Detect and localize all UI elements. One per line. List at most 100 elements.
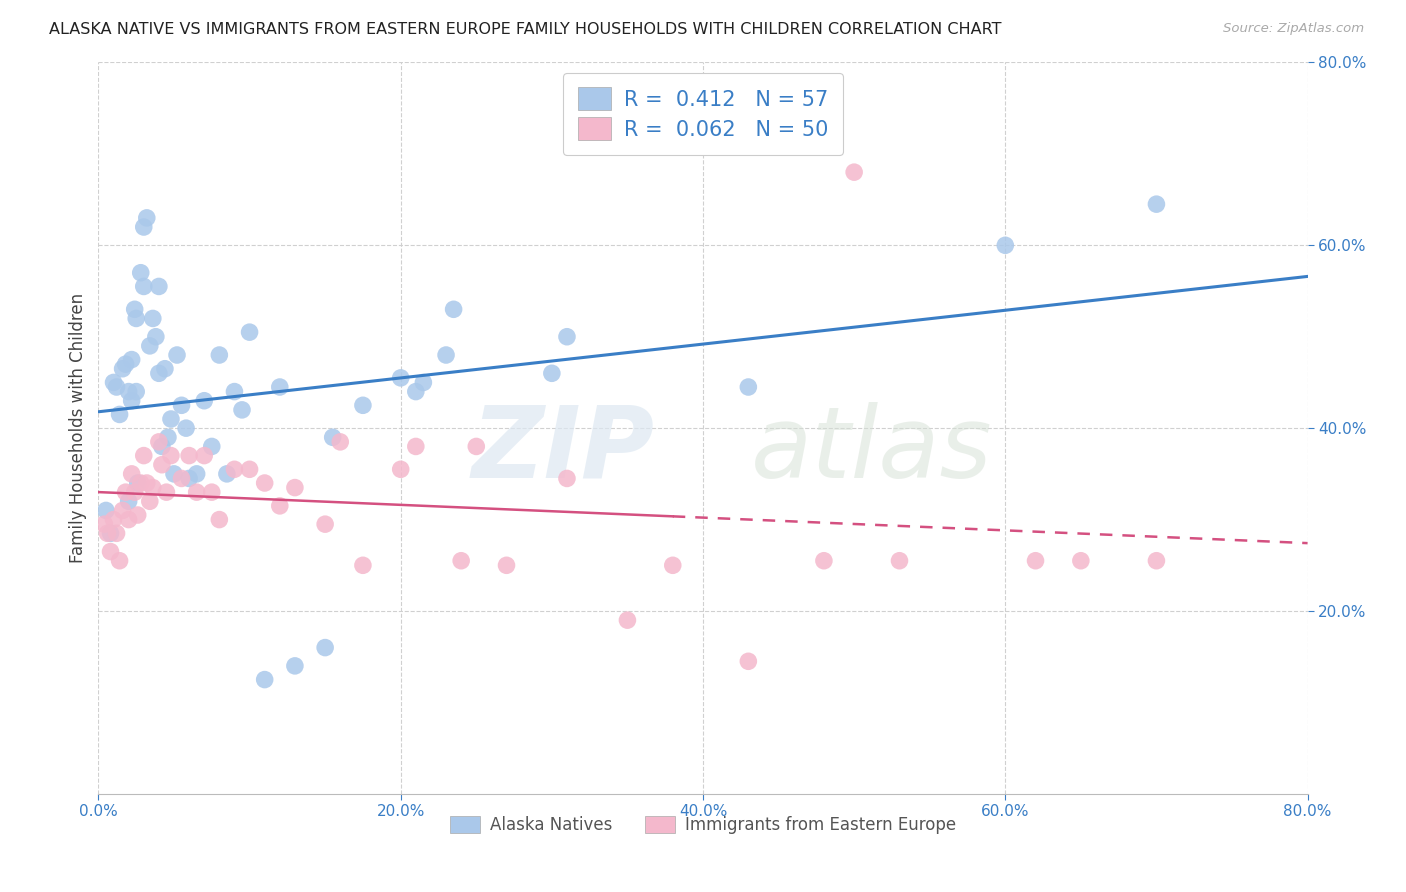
Point <box>389 462 412 476</box>
Point <box>145 330 167 344</box>
Point <box>129 266 152 280</box>
Point <box>555 330 578 344</box>
Point <box>314 640 336 655</box>
Point <box>124 302 146 317</box>
Point <box>160 412 183 426</box>
Point <box>352 398 374 412</box>
Point <box>121 352 143 367</box>
Point <box>127 508 149 522</box>
Point <box>108 554 131 568</box>
Point <box>193 449 215 463</box>
Point <box>179 449 201 463</box>
Point <box>661 558 683 573</box>
Point <box>737 380 759 394</box>
Point <box>100 544 122 558</box>
Point <box>139 494 162 508</box>
Text: ALASKA NATIVE VS IMMIGRANTS FROM EASTERN EUROPE FAMILY HOUSEHOLDS WITH CHILDREN : ALASKA NATIVE VS IMMIGRANTS FROM EASTERN… <box>49 22 1001 37</box>
Text: Source: ZipAtlas.com: Source: ZipAtlas.com <box>1223 22 1364 36</box>
Point <box>148 279 170 293</box>
Point <box>103 376 125 390</box>
Point <box>150 440 173 453</box>
Point <box>269 499 291 513</box>
Point <box>186 467 208 481</box>
Point <box>108 408 131 422</box>
Point <box>124 485 146 500</box>
Point <box>135 211 157 225</box>
Point <box>737 654 759 668</box>
Point <box>314 517 336 532</box>
Point <box>153 361 176 376</box>
Point <box>139 339 162 353</box>
Point <box>616 613 638 627</box>
Point <box>132 449 155 463</box>
Point <box>132 220 155 235</box>
Point <box>231 403 253 417</box>
Point <box>170 471 193 485</box>
Point <box>121 393 143 408</box>
Point <box>142 481 165 495</box>
Point <box>994 238 1017 252</box>
Text: atlas: atlas <box>751 401 993 499</box>
Point <box>889 554 911 568</box>
Point <box>156 430 179 444</box>
Point <box>127 476 149 491</box>
Point <box>125 311 148 326</box>
Point <box>405 440 427 453</box>
Legend: Alaska Natives, Immigrants from Eastern Europe: Alaska Natives, Immigrants from Eastern … <box>443 809 963 840</box>
Point <box>1144 554 1167 568</box>
Point <box>96 526 118 541</box>
Point <box>434 348 457 362</box>
Point <box>201 440 224 453</box>
Point <box>239 325 262 339</box>
Point <box>555 471 578 485</box>
Point <box>224 384 246 399</box>
Point <box>114 485 136 500</box>
Point <box>114 357 136 371</box>
Point <box>129 476 152 491</box>
Point <box>155 485 177 500</box>
Point <box>100 526 122 541</box>
Point <box>118 494 141 508</box>
Point <box>118 512 141 526</box>
Point <box>105 380 128 394</box>
Point <box>1144 197 1167 211</box>
Point <box>405 384 427 399</box>
Point <box>148 434 170 449</box>
Point <box>1024 554 1046 568</box>
Point <box>1070 554 1092 568</box>
Point <box>93 517 115 532</box>
Point <box>239 462 262 476</box>
Point <box>94 503 117 517</box>
Point <box>166 348 188 362</box>
Point <box>450 554 472 568</box>
Point <box>201 485 224 500</box>
Point <box>224 462 246 476</box>
Point <box>118 384 141 399</box>
Point <box>160 449 183 463</box>
Point <box>186 485 208 500</box>
Point <box>135 476 157 491</box>
Point <box>111 503 134 517</box>
Point <box>540 366 562 380</box>
Point <box>208 348 231 362</box>
Point <box>352 558 374 573</box>
Point <box>215 467 238 481</box>
Point <box>208 512 231 526</box>
Point <box>813 554 835 568</box>
Point <box>105 526 128 541</box>
Y-axis label: Family Households with Children: Family Households with Children <box>69 293 87 563</box>
Point <box>412 376 434 390</box>
Point <box>465 440 488 453</box>
Point <box>269 380 291 394</box>
Point <box>495 558 517 573</box>
Point <box>148 366 170 380</box>
Point <box>284 658 307 673</box>
Point <box>844 165 866 179</box>
Point <box>111 361 134 376</box>
Point <box>132 279 155 293</box>
Point <box>174 421 197 435</box>
Point <box>142 311 165 326</box>
Text: ZIP: ZIP <box>471 401 655 499</box>
Point <box>443 302 465 317</box>
Point <box>121 467 143 481</box>
